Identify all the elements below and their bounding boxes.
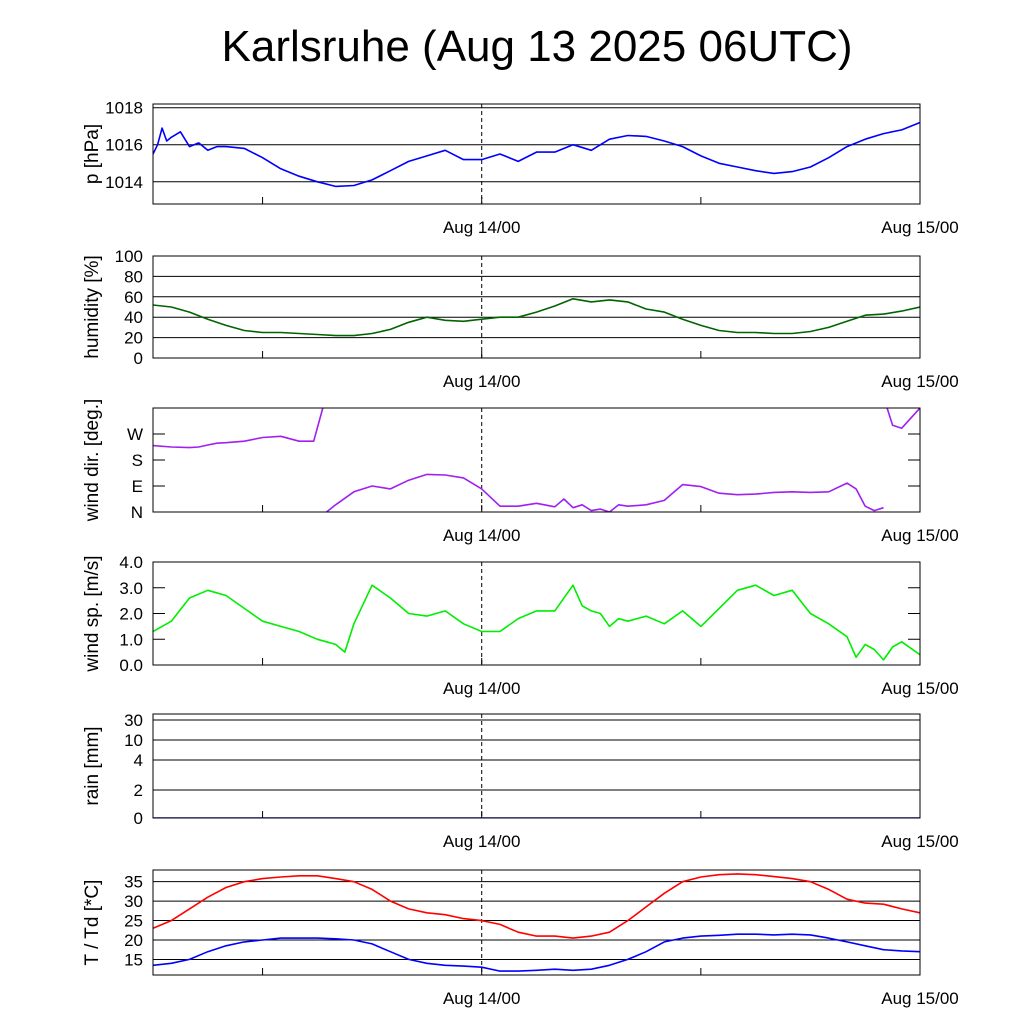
y-tick-label: 80 [124,267,143,286]
y-axis-label: T / Td [*C] [82,880,103,966]
y-axis-label: humidity [%] [82,255,103,358]
series-line [153,408,324,449]
y-tick-label: 30 [124,892,143,911]
y-tick-label: 0 [134,809,143,828]
y-tick-label: 60 [124,288,143,307]
y-tick-label: 4.0 [119,553,143,572]
x-tick-label: Aug 15/00 [881,372,959,391]
y-tick-label: 20 [124,329,143,348]
panel-frame [152,103,921,205]
panel-frame [152,407,921,513]
y-tick-label: 10 [124,731,143,750]
x-tick-label: Aug 15/00 [881,526,959,545]
x-tick-label: Aug 15/00 [881,679,959,698]
panel-frame [152,255,921,359]
y-tick-label: 15 [124,950,143,969]
y-tick-label: 1016 [105,136,143,155]
x-tick-label: Aug 14/00 [443,218,521,237]
y-axis-label: wind dir. [deg.] [82,399,103,523]
y-tick-label: 0.0 [119,656,143,675]
y-tick-label: 20 [124,931,143,950]
y-tick-label: N [131,503,143,522]
x-tick-label: Aug 14/00 [443,526,521,545]
y-tick-label: 40 [124,308,143,327]
series-line [326,473,884,512]
y-tick-label: W [127,425,143,444]
series-line [153,297,920,337]
series-line [886,408,920,430]
y-tick-label: S [132,451,143,470]
x-tick-label: Aug 15/00 [881,989,959,1008]
panel-frame [152,869,921,976]
x-tick-label: Aug 14/00 [443,989,521,1008]
y-tick-label: 0 [134,349,143,368]
y-tick-label: 3.0 [119,579,143,598]
series-line [153,873,920,939]
panel-frame [152,561,921,666]
chart-title: Karlsruhe (Aug 13 2025 06UTC) [221,22,853,71]
y-tick-label: 1.0 [119,630,143,649]
y-tick-label: 100 [115,247,143,266]
x-tick-label: Aug 14/00 [443,679,521,698]
x-tick-label: Aug 14/00 [443,832,521,851]
y-axis-label: wind sp. [m/s] [82,555,103,672]
series-line [153,933,920,972]
series-line [153,121,920,188]
y-tick-label: 2 [134,781,143,800]
y-tick-label: 25 [124,912,143,931]
y-tick-label: 2.0 [119,605,143,624]
y-axis-label: p [hPa] [82,124,103,184]
y-tick-label: 1018 [105,99,143,118]
x-tick-label: Aug 15/00 [881,832,959,851]
panel-4: 0.0 1.0 2.0 3.0 4.0 wind sp. [m/s] Aug 14/00 Au… [82,553,959,698]
panel-frame [152,713,921,819]
x-tick-label: Aug 15/00 [881,218,959,237]
y-tick-label: 35 [124,873,143,892]
y-tick-label: 4 [134,751,143,770]
y-tick-label: E [132,477,143,496]
x-tick-label: Aug 14/00 [443,372,521,391]
y-tick-label: 30 [124,711,143,730]
series-line [153,584,920,661]
y-tick-label: 1014 [105,173,143,192]
y-axis-label: rain [mm] [82,726,103,805]
